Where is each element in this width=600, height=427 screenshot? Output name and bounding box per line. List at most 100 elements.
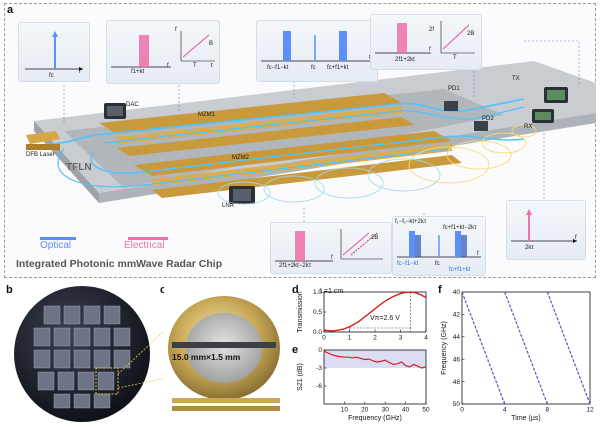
label-pd1: PD1 bbox=[448, 86, 460, 92]
axis-arrow bbox=[79, 67, 83, 71]
label-inset-T: T bbox=[193, 63, 197, 69]
label-lower-sideband: fc−f1−kt bbox=[267, 65, 289, 71]
mzm1-electrode-mid bbox=[117, 106, 402, 144]
chart-e-xtick-label: 10 bbox=[341, 407, 349, 414]
chart-f-series-line bbox=[461, 291, 506, 405]
electrical-band bbox=[139, 35, 149, 67]
doubled-band bbox=[397, 23, 407, 53]
echo-wave-fan bbox=[217, 158, 441, 205]
spectrum-card-electrical-chirp: f1+kt f f B T t bbox=[106, 20, 220, 84]
chip-on-coin bbox=[172, 342, 276, 348]
waveguide-path-3 bbox=[90, 135, 525, 174]
spectrum-card-modulated-sidebands: fc−f1−kt fc fc+f1+kt f bbox=[256, 20, 378, 82]
highlighted-die-box bbox=[95, 367, 119, 395]
waveguide-path-4 bbox=[57, 148, 450, 188]
chart-f-ytick-label: 46 bbox=[453, 356, 461, 363]
rx-antenna-die bbox=[535, 112, 551, 120]
mixed-lower-band-shift bbox=[415, 235, 421, 257]
label-fc: fc bbox=[49, 73, 54, 79]
label-lower-right: fc+f1+kt bbox=[449, 267, 471, 273]
chart-f-xtick-label: 12 bbox=[586, 407, 594, 414]
mzm1-electrode-bottom bbox=[117, 117, 414, 156]
coin-photo bbox=[164, 286, 284, 422]
chart-f-frame bbox=[461, 291, 591, 405]
chart-d-series-line bbox=[323, 291, 427, 332]
spectrum-card-optical-carrier: f fc bbox=[18, 22, 90, 82]
panel-label-f: f bbox=[438, 284, 442, 296]
label-mzm1: MZM1 bbox=[198, 112, 215, 118]
label-upper-mixed-2: fc+f1+kt−2kτ bbox=[443, 225, 477, 231]
chart-d-xtick-label: 0 bbox=[322, 335, 326, 342]
tx-antenna-die bbox=[547, 90, 565, 100]
mixed-upper-band bbox=[455, 231, 461, 257]
label-2B: 2B bbox=[371, 235, 379, 241]
chart-e-xtick-label: 30 bbox=[382, 407, 390, 414]
chart-d-xtick-label: 3 bbox=[399, 335, 403, 342]
mixed-upper-band-shift bbox=[461, 235, 467, 257]
panel-a-title: Integrated Photonic mmWave Radar Chip bbox=[16, 258, 223, 270]
chart-f-ytick-label: 44 bbox=[453, 334, 461, 341]
label-mzm2: MZM2 bbox=[232, 155, 249, 161]
label-dfb-laser: DFB Laser bbox=[26, 152, 55, 158]
chart-f-xlabel: Time (µs) bbox=[511, 415, 540, 422]
chart-d-ytick-label: 0.5 bbox=[313, 309, 322, 316]
chart-f-xtick-label: 4 bbox=[503, 407, 507, 414]
carrier-arrow bbox=[52, 31, 58, 37]
label-2f: 2f bbox=[429, 27, 435, 33]
mixed-lower-band bbox=[409, 231, 415, 257]
panel-label-b: b bbox=[6, 284, 13, 296]
chart-f-ytick-label: 48 bbox=[453, 379, 461, 386]
label-T: T bbox=[453, 55, 457, 61]
label-inset-B: B bbox=[209, 41, 214, 47]
legend-optical-swatch bbox=[40, 237, 76, 240]
label-f: f bbox=[79, 69, 81, 75]
label-tfln: TFLN bbox=[66, 162, 92, 173]
lna-chip-die bbox=[233, 189, 251, 201]
pd2-chip bbox=[474, 121, 488, 131]
label-upper-sideband: fc+f1+kt bbox=[327, 65, 349, 71]
chart-e-xtick-label: 20 bbox=[361, 407, 369, 414]
legend-electrical-label: Electrical bbox=[124, 240, 165, 251]
wafer-dies bbox=[33, 305, 131, 409]
axis-arrow bbox=[573, 239, 577, 243]
label-axis-f: f bbox=[369, 55, 371, 61]
label-inset-f: f bbox=[175, 27, 177, 33]
chart-e-frame bbox=[323, 349, 427, 405]
label-carrier: fc bbox=[311, 65, 316, 71]
label-tx: TX bbox=[512, 76, 520, 82]
chart-d-xtick-label: 4 bbox=[424, 335, 428, 342]
beat-arrow bbox=[526, 209, 532, 215]
label-lna: LNA bbox=[222, 203, 234, 209]
spectrum-card-mixed: f₁−f₁−kt+2kτ fc+f1+kt−2kτ fc−f1−kt fc fc… bbox=[392, 216, 486, 276]
chart-d-ylabel: Transmission bbox=[297, 291, 304, 332]
label-axis-f: f bbox=[477, 251, 479, 257]
mzm1-electrode-top bbox=[99, 93, 402, 134]
dac-chip-die bbox=[107, 106, 123, 116]
chart-d-ytick-label: 0.0 bbox=[313, 329, 322, 336]
label-dac: DAC bbox=[126, 102, 139, 108]
spectrum-sidebands-plot bbox=[261, 31, 371, 62]
chart-e-ytick-label: -3 bbox=[316, 365, 322, 372]
chart-f-xtick-label: 8 bbox=[546, 407, 550, 414]
chart-e-band bbox=[324, 350, 426, 368]
inset-chirp-ramp bbox=[442, 24, 470, 50]
waveguide-path-2 bbox=[103, 106, 525, 144]
chart-d-frame bbox=[323, 291, 427, 333]
inset-ramp-tx bbox=[342, 232, 370, 256]
inset-ramp-rx bbox=[350, 232, 378, 256]
chart-f-ytick-label: 40 bbox=[453, 289, 461, 296]
chart-e-ylabel: S21 (dB) bbox=[297, 363, 304, 391]
chart-d-ytick-label: 1.0 bbox=[313, 289, 322, 296]
label-lower-mid: fc bbox=[435, 261, 440, 267]
label-echo-peak: 2f1+2kt−2kτ bbox=[279, 263, 312, 269]
chip-platform-side-left bbox=[34, 121, 99, 203]
label-pd2: PD2 bbox=[482, 116, 494, 122]
dfb-laser-block bbox=[26, 131, 60, 144]
chart-e-series-line bbox=[323, 350, 427, 369]
spectrum-echo-plot bbox=[275, 229, 383, 262]
chart-f-series-line bbox=[504, 291, 548, 405]
echo-band bbox=[295, 231, 305, 261]
chart-e-s21: 10 20 30 40 50 -6 -3 0 Frequency (GHz) S21 (dB) bbox=[297, 347, 430, 422]
